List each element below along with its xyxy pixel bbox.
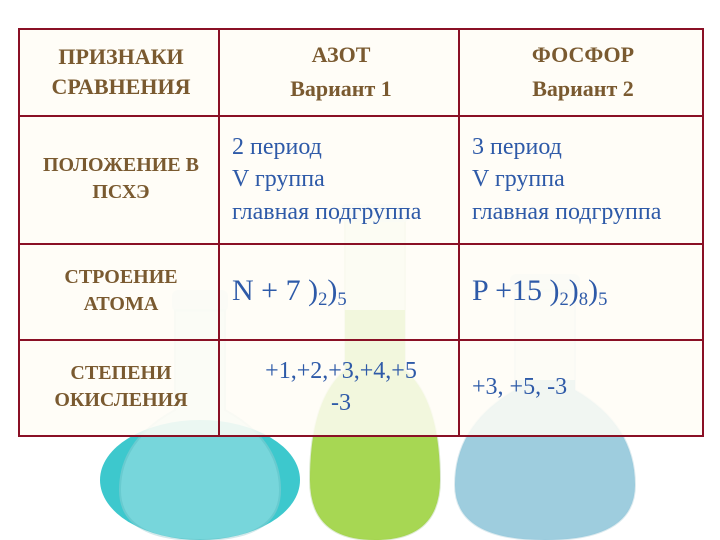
cell-structure-n: N + 7 )2)5 bbox=[219, 244, 459, 340]
cell-oxidation-n: +1,+2,+3,+4,+5 -3 bbox=[219, 340, 459, 436]
formula-n-prefix: N + 7 ) bbox=[232, 274, 318, 307]
row-label-oxidation: СТЕПЕНИ ОКИСЛЕНИЯ bbox=[19, 340, 219, 436]
formula-p-s2: 8 bbox=[579, 289, 588, 310]
cell-position-n: 2 период V группа главная подгруппа bbox=[219, 116, 459, 244]
table-row: ПРИЗНАКИ СРАВНЕНИЯ АЗОТ Вариант 1 ФОСФОР… bbox=[19, 29, 703, 116]
header-c-sub: Вариант 2 bbox=[472, 74, 694, 104]
formula-n-mid: ) bbox=[327, 274, 337, 307]
header-b-sub: Вариант 1 bbox=[232, 74, 450, 104]
formula-p-s3: 5 bbox=[598, 289, 607, 310]
cell-position-p: 3 период V группа главная подгруппа bbox=[459, 116, 703, 244]
formula-p-mid2: ) bbox=[588, 274, 598, 307]
formula-n-s1: 2 bbox=[318, 289, 327, 310]
header-b-top: АЗОТ bbox=[312, 42, 371, 67]
table-row: СТЕПЕНИ ОКИСЛЕНИЯ +1,+2,+3,+4,+5 -3 +3, … bbox=[19, 340, 703, 436]
row-label-structure: СТРОЕНИЕ АТОМА bbox=[19, 244, 219, 340]
comparison-table: ПРИЗНАКИ СРАВНЕНИЯ АЗОТ Вариант 1 ФОСФОР… bbox=[18, 28, 704, 437]
cell-structure-p: P +15 )2)8)5 bbox=[459, 244, 703, 340]
header-phosphorus: ФОСФОР Вариант 2 bbox=[459, 29, 703, 116]
formula-p-s1: 2 bbox=[559, 289, 568, 310]
row-label-position: ПОЛОЖЕНИЕ В ПСХЭ bbox=[19, 116, 219, 244]
header-criteria: ПРИЗНАКИ СРАВНЕНИЯ bbox=[19, 29, 219, 116]
cell-oxidation-p: +3, +5, -3 bbox=[459, 340, 703, 436]
header-c-top: ФОСФОР bbox=[532, 42, 634, 67]
formula-n-s2: 5 bbox=[337, 289, 346, 310]
slide-stage: ПРИЗНАКИ СРАВНЕНИЯ АЗОТ Вариант 1 ФОСФОР… bbox=[0, 0, 720, 540]
table-row: СТРОЕНИЕ АТОМА N + 7 )2)5 P +15 )2)8)5 bbox=[19, 244, 703, 340]
table-row: ПОЛОЖЕНИЕ В ПСХЭ 2 период V группа главн… bbox=[19, 116, 703, 244]
formula-p-prefix: P +15 ) bbox=[472, 274, 559, 307]
header-criteria-text: ПРИЗНАКИ СРАВНЕНИЯ bbox=[52, 44, 191, 99]
header-nitrogen: АЗОТ Вариант 1 bbox=[219, 29, 459, 116]
formula-p-mid: ) bbox=[569, 274, 579, 307]
